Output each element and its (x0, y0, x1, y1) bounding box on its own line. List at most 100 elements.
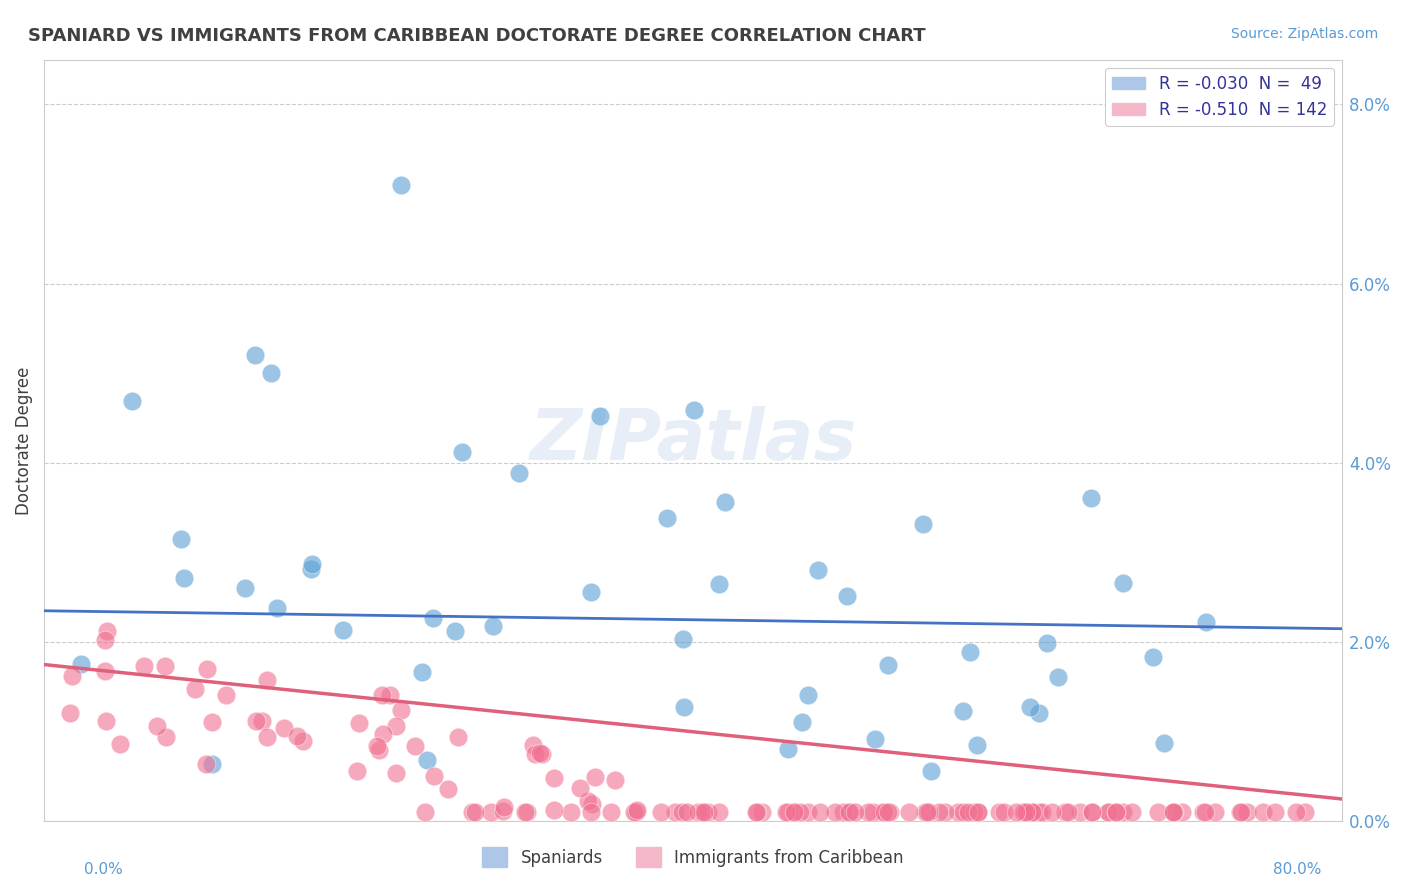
Point (959, 645, 981, 659)
Point (1163, 805, 1185, 820)
Point (838, 805, 860, 820)
Point (605, 772, 627, 787)
Point (492, 800, 515, 814)
Point (690, 805, 713, 820)
Point (966, 805, 988, 820)
Point (877, 657, 900, 672)
Point (987, 805, 1010, 820)
Point (266, 601, 288, 615)
Point (917, 805, 939, 820)
Point (529, 746, 551, 760)
Point (1011, 805, 1033, 820)
Point (1194, 805, 1216, 820)
Point (121, 394, 143, 409)
Point (1171, 805, 1194, 820)
Point (479, 805, 502, 820)
Point (447, 730, 470, 744)
Point (1230, 805, 1253, 820)
Point (967, 805, 990, 820)
Point (378, 688, 401, 702)
Point (110, 737, 132, 751)
Point (482, 619, 505, 633)
Point (835, 589, 858, 603)
Point (1204, 805, 1226, 820)
Point (796, 805, 818, 820)
Point (579, 584, 602, 599)
Point (934, 805, 956, 820)
Point (460, 805, 482, 820)
Point (1112, 576, 1135, 591)
Point (966, 738, 988, 752)
Point (957, 805, 980, 820)
Point (1028, 805, 1050, 820)
Point (946, 805, 969, 820)
Point (560, 805, 582, 820)
Point (1028, 706, 1050, 721)
Point (411, 665, 433, 680)
Point (589, 409, 612, 424)
Point (707, 577, 730, 591)
Point (423, 769, 446, 783)
Point (1053, 805, 1076, 820)
Point (879, 805, 901, 820)
Point (911, 517, 934, 532)
Point (145, 719, 167, 733)
Point (775, 805, 797, 820)
Point (751, 805, 773, 820)
Legend: R = -0.030  N =  49, R = -0.510  N = 142: R = -0.030 N = 49, R = -0.510 N = 142 (1105, 68, 1334, 126)
Point (963, 805, 986, 820)
Point (134, 659, 156, 673)
Point (513, 805, 536, 820)
Point (367, 743, 389, 757)
Point (1022, 805, 1045, 820)
Point (1019, 700, 1042, 714)
Point (1264, 805, 1286, 820)
Point (371, 688, 394, 702)
Point (201, 714, 224, 729)
Point (898, 805, 921, 820)
Point (808, 805, 831, 820)
Point (776, 805, 799, 820)
Point (1015, 805, 1038, 820)
Point (1251, 805, 1274, 820)
Point (96, 624, 118, 639)
Point (856, 805, 879, 820)
Point (707, 805, 730, 820)
Point (195, 757, 218, 772)
Point (443, 624, 465, 638)
Point (650, 805, 672, 820)
Point (1142, 649, 1164, 664)
Point (273, 721, 295, 735)
Point (1294, 805, 1316, 820)
Point (384, 765, 406, 780)
Point (451, 445, 474, 459)
Point (1036, 635, 1059, 649)
Point (59, 706, 82, 720)
Point (789, 805, 811, 820)
Point (252, 714, 274, 728)
Point (1021, 805, 1043, 820)
Point (952, 805, 974, 820)
Point (778, 742, 800, 756)
Point (366, 739, 388, 753)
Point (94, 665, 117, 679)
Point (993, 805, 1015, 820)
Point (626, 804, 648, 818)
Point (299, 561, 322, 575)
Point (664, 805, 686, 820)
Point (745, 805, 768, 820)
Point (873, 805, 896, 820)
Point (389, 703, 412, 717)
Point (1080, 491, 1102, 505)
Point (233, 581, 256, 595)
Point (155, 659, 177, 673)
Point (371, 727, 394, 741)
Point (797, 688, 820, 702)
Point (422, 610, 444, 624)
Point (1236, 805, 1258, 820)
Point (832, 805, 855, 820)
Point (1121, 805, 1143, 820)
Point (1080, 805, 1102, 820)
Point (579, 805, 602, 820)
Point (508, 466, 530, 480)
